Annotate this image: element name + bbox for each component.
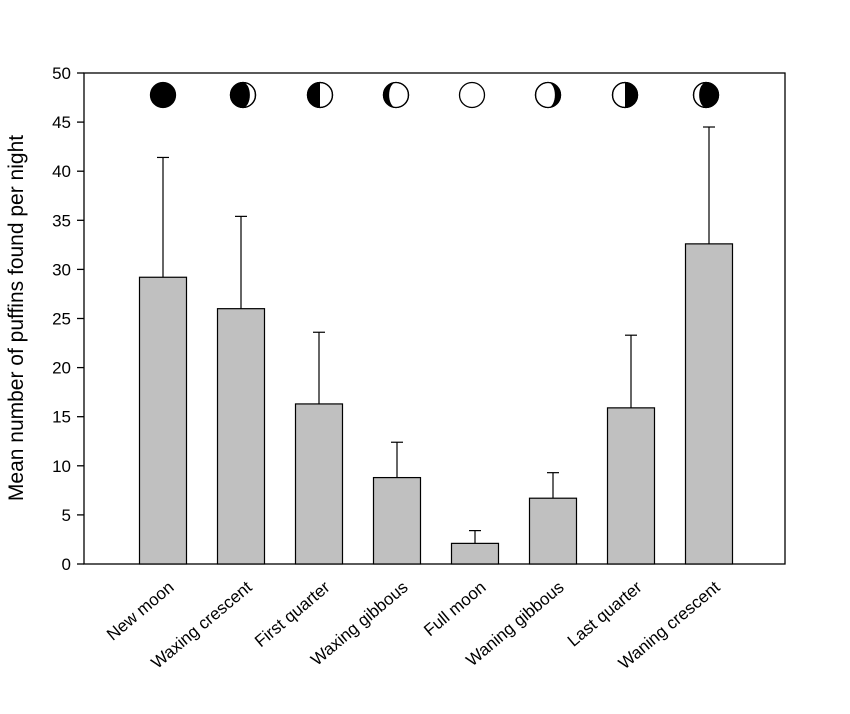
bar: [216, 308, 266, 565]
bar: [450, 542, 500, 565]
y-tick-label: 25: [52, 310, 71, 329]
y-tick-label: 20: [52, 359, 71, 378]
plot-frame: [83, 72, 786, 565]
y-tick-label: 45: [52, 113, 71, 132]
bar: [528, 497, 578, 565]
waxing-crescent-icon: [229, 81, 257, 109]
waning-gibbous-icon: [534, 81, 562, 109]
y-tick-label: 0: [62, 555, 71, 574]
first-quarter-icon: [306, 81, 334, 109]
bar: [606, 407, 656, 565]
x-tick-label: Last quarter: [564, 577, 646, 650]
waning-crescent-icon: [692, 81, 720, 109]
x-tick-label: First quarter: [251, 577, 334, 651]
y-tick-label: 40: [52, 162, 71, 181]
y-tick-label: 50: [52, 64, 71, 83]
x-tick-label: Full moon: [420, 578, 489, 641]
new-moon-icon: [149, 81, 177, 109]
x-tick-label: New moon: [103, 578, 177, 645]
y-tick-label: 15: [52, 408, 71, 427]
y-tick-label: 30: [52, 260, 71, 279]
last-quarter-icon: [611, 81, 639, 109]
y-axis: 0 5 10 15 20 25 30 35 40 45 50: [52, 64, 84, 574]
bar: [372, 476, 422, 565]
bar: [684, 243, 734, 565]
moon-phase-icons: [149, 81, 720, 109]
y-tick-label: 5: [62, 506, 71, 525]
y-tick-label: 10: [52, 457, 71, 476]
bar: [294, 403, 344, 565]
bars: [138, 126, 734, 565]
y-tick-label: 35: [52, 211, 71, 230]
y-axis-title: Mean number of puffins found per night: [5, 135, 28, 501]
waxing-gibbous-icon: [382, 81, 410, 109]
full-moon-icon: [458, 81, 486, 109]
bar: [138, 276, 188, 565]
